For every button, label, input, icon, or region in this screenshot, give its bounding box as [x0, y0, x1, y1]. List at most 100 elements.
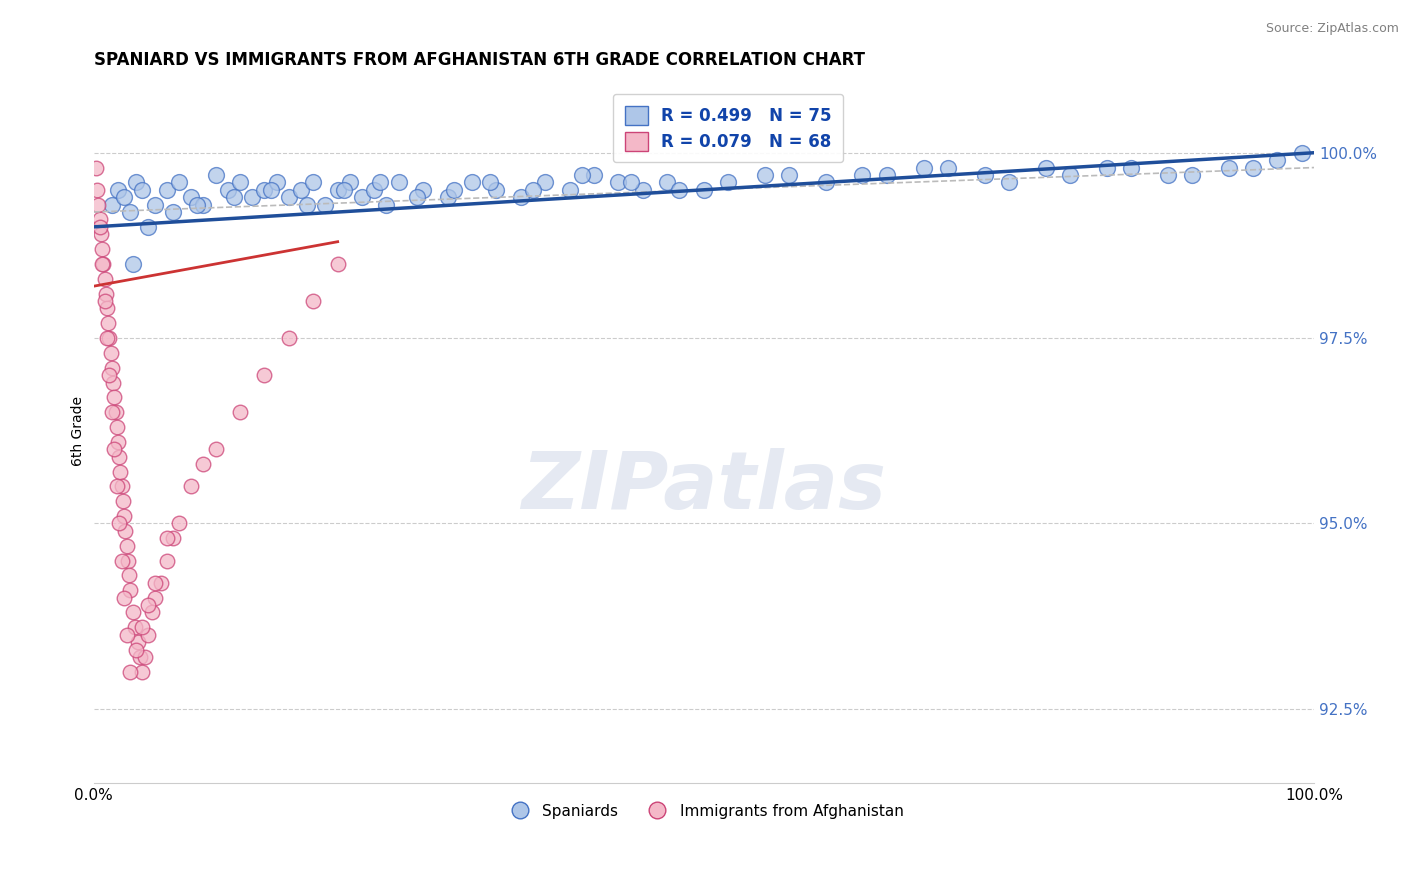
Point: [117, 553, 139, 567]
Point: [93, 293, 115, 308]
Point: [754, 168, 776, 182]
Point: [266, 175, 288, 189]
Point: [1035, 161, 1057, 175]
Point: [406, 190, 429, 204]
Point: [91, 257, 114, 271]
Point: [91, 242, 114, 256]
Point: [1156, 168, 1178, 182]
Point: [693, 183, 716, 197]
Point: [1218, 161, 1240, 175]
Point: [96, 331, 118, 345]
Point: [217, 183, 239, 197]
Point: [156, 553, 179, 567]
Point: [131, 620, 153, 634]
Point: [998, 175, 1021, 189]
Point: [973, 168, 995, 182]
Point: [912, 161, 935, 175]
Point: [333, 183, 356, 197]
Point: [229, 175, 252, 189]
Point: [290, 183, 312, 197]
Point: [143, 591, 166, 605]
Point: [558, 183, 581, 197]
Point: [105, 479, 128, 493]
Point: [87, 197, 110, 211]
Point: [1267, 153, 1289, 168]
Point: [138, 628, 160, 642]
Text: SPANIARD VS IMMIGRANTS FROM AFGHANISTAN 6TH GRADE CORRELATION CHART: SPANIARD VS IMMIGRANTS FROM AFGHANISTAN …: [94, 51, 865, 69]
Point: [101, 360, 124, 375]
Point: [314, 197, 336, 211]
Point: [129, 650, 152, 665]
Point: [668, 183, 690, 197]
Point: [131, 183, 153, 197]
Point: [204, 442, 226, 457]
Point: [111, 494, 134, 508]
Point: [98, 368, 121, 383]
Point: [162, 205, 184, 219]
Point: [167, 175, 190, 189]
Point: [302, 293, 325, 308]
Point: [89, 219, 111, 234]
Point: [131, 665, 153, 679]
Point: [180, 479, 202, 493]
Point: [167, 516, 190, 531]
Point: [101, 376, 124, 390]
Point: [143, 575, 166, 590]
Point: [120, 205, 142, 219]
Point: [412, 183, 434, 197]
Point: [108, 516, 131, 531]
Point: [91, 257, 114, 271]
Point: [86, 183, 108, 197]
Point: [101, 405, 124, 419]
Point: [461, 175, 484, 189]
Point: [352, 190, 374, 204]
Point: [1181, 168, 1204, 182]
Point: [125, 175, 148, 189]
Point: [936, 161, 959, 175]
Point: [115, 628, 138, 642]
Point: [1119, 161, 1142, 175]
Point: [277, 331, 299, 345]
Point: [522, 183, 544, 197]
Point: [156, 532, 179, 546]
Point: [121, 257, 143, 271]
Point: [571, 168, 593, 182]
Point: [125, 642, 148, 657]
Text: ZIPatlas: ZIPatlas: [522, 448, 886, 526]
Point: [149, 575, 172, 590]
Point: [94, 286, 117, 301]
Point: [388, 175, 411, 189]
Point: [103, 442, 125, 457]
Point: [1059, 168, 1081, 182]
Point: [620, 175, 643, 189]
Point: [162, 532, 184, 546]
Point: [103, 391, 125, 405]
Point: [657, 175, 679, 189]
Point: [240, 190, 263, 204]
Point: [302, 175, 325, 189]
Point: [436, 190, 458, 204]
Point: [156, 183, 179, 197]
Point: [876, 168, 898, 182]
Point: [778, 168, 800, 182]
Point: [375, 197, 398, 211]
Point: [121, 606, 143, 620]
Point: [124, 620, 146, 634]
Point: [138, 219, 160, 234]
Point: [89, 212, 111, 227]
Point: [582, 168, 605, 182]
Point: [1241, 161, 1264, 175]
Point: [127, 635, 149, 649]
Point: [111, 479, 134, 493]
Point: [100, 346, 122, 360]
Point: [363, 183, 385, 197]
Point: [143, 197, 166, 211]
Point: [180, 190, 202, 204]
Point: [186, 197, 208, 211]
Y-axis label: 6th Grade: 6th Grade: [72, 396, 86, 466]
Point: [114, 524, 136, 538]
Point: [120, 583, 142, 598]
Point: [277, 190, 299, 204]
Point: [90, 227, 112, 242]
Point: [105, 420, 128, 434]
